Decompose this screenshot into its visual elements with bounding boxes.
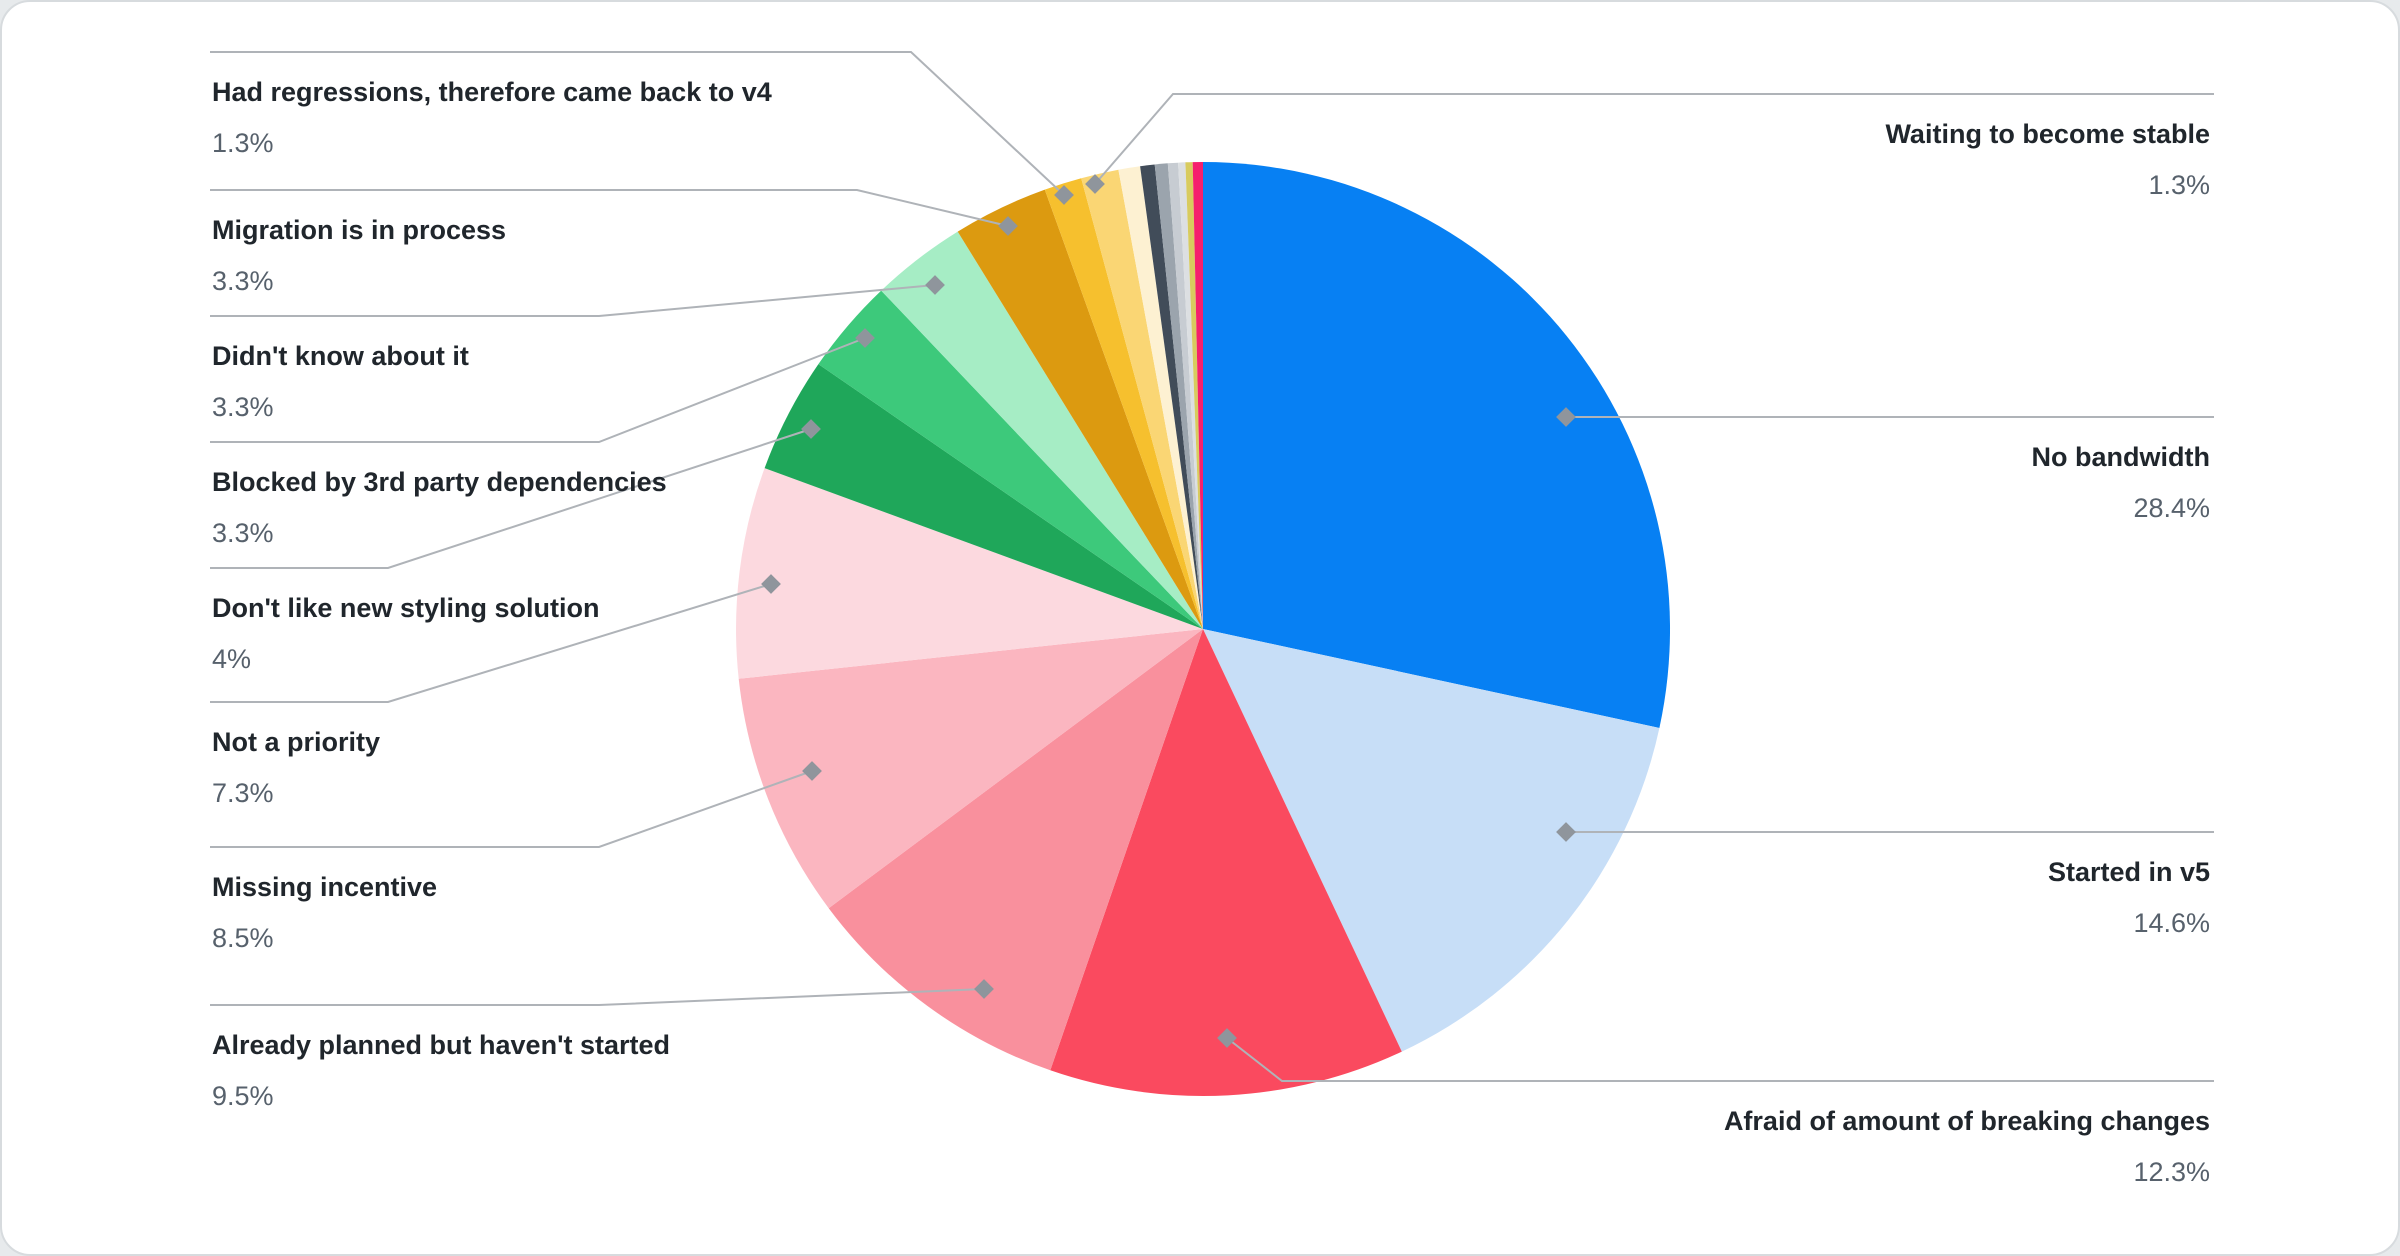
slice-percentage: 3.3% [212,518,274,548]
marker-dont-like-styling [801,419,821,439]
slice-label: Don't like new styling solution [212,593,600,623]
marker-didnt-know [925,275,945,295]
slice-percentage: 7.3% [212,778,274,808]
label-migration: Migration is in process 3.3% [212,212,506,298]
slice-percentage: 3.3% [212,392,274,422]
pie-slice-unlabeled-18[interactable] [1192,161,1203,630]
slice-label: Blocked by 3rd party dependencies [212,467,667,497]
pie-slice-missing-incentive[interactable] [738,629,1203,909]
marker-not-a-priority [761,574,781,594]
marker-started-v5 [1556,822,1576,842]
slice-percentage: 8.5% [212,923,274,953]
pie-slice-blocked-by-3rd-party-dependencies[interactable] [818,290,1203,629]
slice-percentage: 1.3% [212,128,274,158]
pie-slice-waiting-to-become-stable[interactable] [1081,169,1203,629]
marker-no-bandwidth [1556,407,1576,427]
pie-slice-afraid-of-amount-of-breaking-changes[interactable] [1050,629,1402,1096]
pie-slice-don-t-like-new-styling-solution[interactable] [764,364,1203,629]
slice-label: Waiting to become stable [1885,119,2210,149]
slice-percentage: 14.6% [2133,908,2210,938]
slice-label: Had regressions, therefore came back to … [212,77,772,107]
leader-line-blocked [210,337,866,443]
pie-slice-unlabeled-16[interactable] [1178,162,1203,630]
pie-slice-no-bandwidth[interactable] [1203,162,1671,728]
marker-blocked [855,328,875,348]
leader-line-not-a-priority [210,583,772,703]
label-not-a-priority: Not a priority 7.3% [212,724,380,810]
slice-label: Migration is in process [212,215,507,245]
leader-line-had-regressions [210,51,1065,196]
slice-percentage: 9.5% [212,1081,274,1111]
label-missing-incentive: Missing incentive 8.5% [212,869,437,955]
leader-line-migration [210,189,1009,227]
slice-label: Didn't know about it [212,341,469,371]
leader-line-missing-incentive [210,770,813,848]
slice-percentage: 4% [212,644,252,674]
slice-percentage: 28.4% [2133,493,2210,523]
pie-slices [736,161,1671,1096]
pie-slice-unlabeled-15[interactable] [1167,162,1203,629]
pie-slice-migration-is-in-process[interactable] [957,189,1203,629]
slice-percentage: 3.3% [212,266,274,296]
slice-label: No bandwidth [2031,442,2210,472]
leader-line-dont-like-styling [210,428,812,569]
leader-line-afraid-breaking [1226,1037,2214,1082]
pie-slice-unlabeled-12[interactable] [1118,166,1203,630]
slice-percentage: 12.3% [2133,1157,2210,1187]
label-didnt-know: Didn't know about it 3.3% [212,338,469,424]
slice-label: Already planned but haven't started [212,1030,671,1060]
label-no-bandwidth: No bandwidth 28.4% [2032,439,2210,525]
label-started-v5: Started in v5 14.6% [2048,854,2210,940]
leader-line-waiting-stable [1094,93,2214,185]
pie-slice-didn-t-know-about-it[interactable] [881,231,1203,629]
marker-missing-incentive [802,761,822,781]
label-already-planned: Already planned but haven't started 9.5% [212,1027,670,1113]
label-waiting-stable: Waiting to become stable 1.3% [1885,116,2210,202]
slice-label: Afraid of amount of breaking changes [1723,1106,2210,1136]
leader-line-already-planned [210,988,985,1006]
pie-slice-had-regressions-therefore-came-back-to-v4[interactable] [1044,178,1203,629]
marker-waiting-stable [1085,174,1105,194]
pie-slice-unlabeled-17[interactable] [1185,162,1203,629]
pie-slice-started-in-v5[interactable] [1203,629,1660,1052]
marker-already-planned [974,979,994,999]
slice-label: Not a priority [212,727,381,757]
leader-line-didnt-know [210,284,936,317]
label-dont-like-styling: Don't like new styling solution 4% [212,590,599,676]
slice-label: Started in v5 [2047,857,2210,887]
slice-label: Missing incentive [212,872,438,902]
label-afraid-breaking: Afraid of amount of breaking changes 12.… [1724,1103,2210,1189]
pie-slice-unlabeled-13[interactable] [1140,164,1203,630]
slice-percentage: 1.3% [2148,170,2210,200]
pie-slice-not-a-priority[interactable] [736,468,1203,679]
marker-afraid-breaking [1217,1028,1237,1048]
label-had-regressions: Had regressions, therefore came back to … [212,74,772,160]
pie-slice-unlabeled-14[interactable] [1154,163,1203,630]
pie-slice-already-planned-but-haven-t-started[interactable] [828,629,1203,1071]
marker-had-regressions [1054,185,1074,205]
label-blocked: Blocked by 3rd party dependencies 3.3% [212,464,667,550]
